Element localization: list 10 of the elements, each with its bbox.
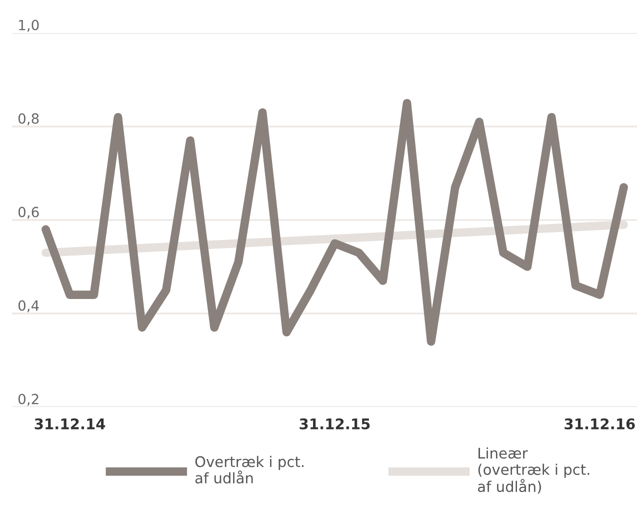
- legend-label: Overtræk i pct. af udlån: [195, 456, 304, 484]
- y-tick-label: 0,8: [18, 113, 39, 126]
- y-tick-label: 0,2: [18, 394, 38, 406]
- legend-label: Lineær (overtræk i pct. af udlån): [478, 447, 590, 494]
- x-tick-label: 31.12.16: [564, 418, 635, 430]
- x-tick-label: 31.12.15: [300, 418, 370, 430]
- x-tick-label: 31.12.14: [34, 418, 106, 430]
- y-tick-label: 0,6: [18, 206, 39, 219]
- y-tick-label: 0,4: [18, 300, 39, 312]
- y-tick-label: 1,0: [19, 20, 39, 32]
